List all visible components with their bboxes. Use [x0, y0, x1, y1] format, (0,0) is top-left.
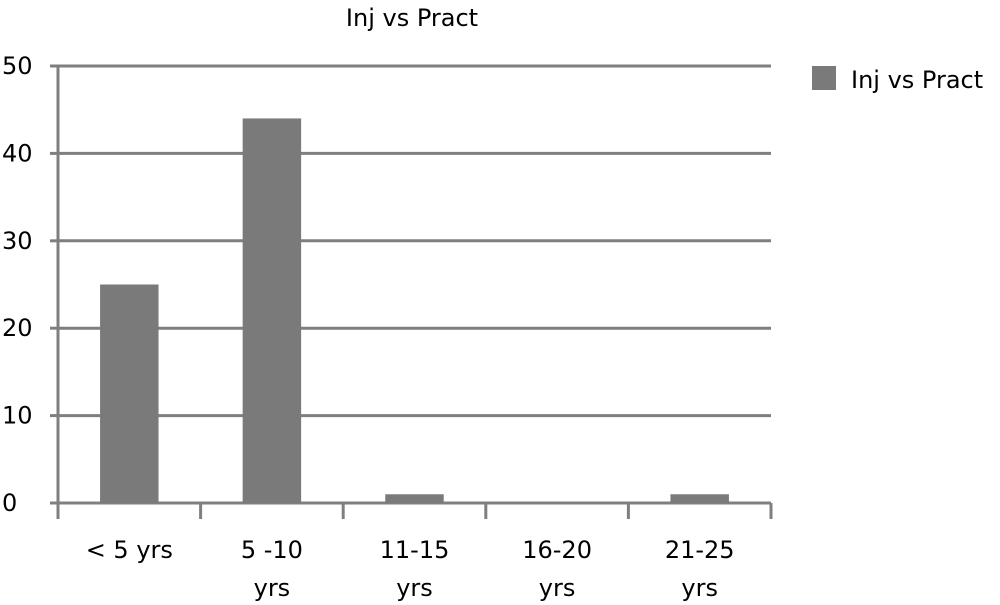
- x-tick-label: 16-20: [522, 536, 592, 564]
- x-tick-labels: < 5 yrs 5 -10 yrs 11-15 yrs 16-20 yrs 21-25 yrs: [86, 536, 735, 602]
- bar: [242, 118, 302, 503]
- gridlines: [58, 64, 771, 418]
- y-tick-label: 30: [2, 227, 33, 255]
- legend-swatch: [812, 66, 836, 90]
- y-tick-label: 40: [2, 139, 33, 167]
- bars: [100, 118, 729, 503]
- x-tick-label: yrs: [396, 574, 433, 602]
- x-tick-label: yrs: [254, 574, 291, 602]
- x-tick-label: yrs: [681, 574, 718, 602]
- chart-title: Inj vs Pract: [346, 4, 478, 32]
- bar: [100, 284, 159, 503]
- bar: [670, 494, 729, 503]
- x-tick-label: 11-15: [380, 536, 450, 564]
- y-tick-label: 20: [2, 314, 33, 342]
- y-tick-labels: 0 10 20 30 40 50: [2, 52, 33, 517]
- y-tick-label: 0: [2, 489, 17, 517]
- y-tick-label: 10: [2, 402, 33, 430]
- x-tick-label: < 5 yrs: [86, 536, 173, 564]
- y-tick-label: 50: [2, 52, 33, 80]
- x-tick-label: yrs: [539, 574, 576, 602]
- x-tick-label: 5 -10: [241, 536, 303, 564]
- x-tick-label: 21-25: [665, 536, 735, 564]
- legend-label: Inj vs Pract: [851, 66, 983, 94]
- legend: Inj vs Pract: [812, 66, 983, 94]
- bar: [385, 494, 444, 503]
